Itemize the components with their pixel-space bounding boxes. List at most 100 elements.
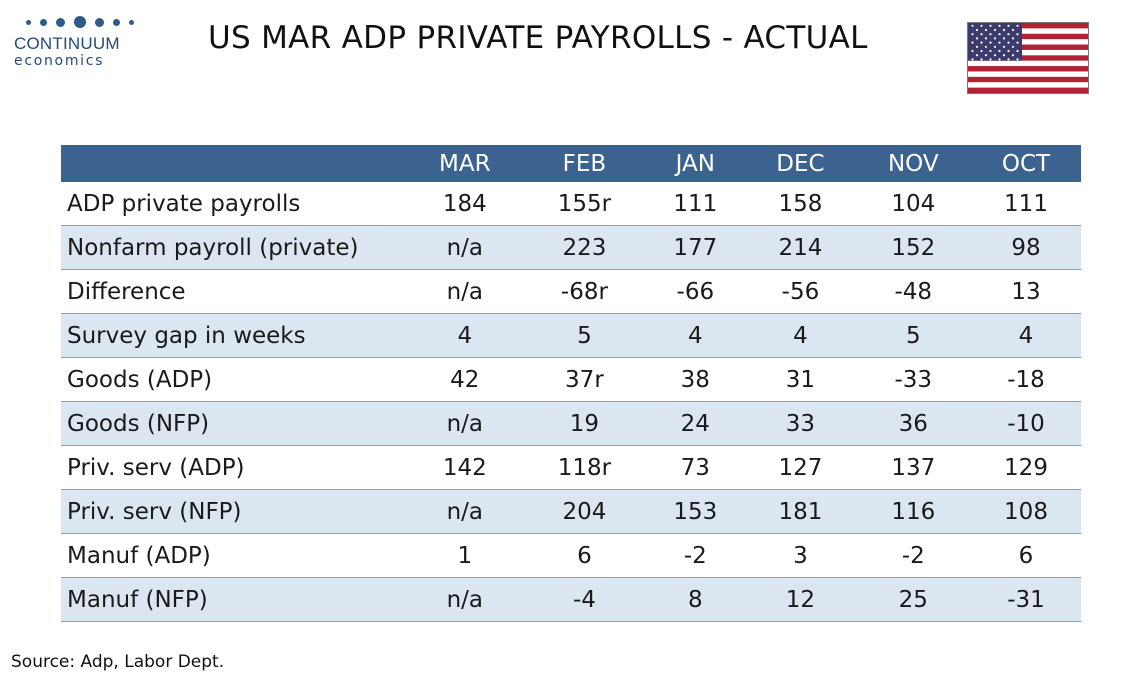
flag-stripe <box>968 76 1088 83</box>
logo-dot <box>113 18 120 26</box>
table-row: Goods (NFP) n/a 19 24 33 36 -10 <box>61 401 1081 446</box>
table-cell: 38 <box>645 357 746 402</box>
flag-star <box>980 58 983 61</box>
table-cell: 24 <box>645 401 746 446</box>
table-cell: -2 <box>645 533 746 578</box>
flag-star <box>1016 41 1019 44</box>
table-cell: -2 <box>855 533 971 578</box>
table-row: Priv. serv (NFP) n/a 204 153 181 116 108 <box>61 489 1081 534</box>
flag-stripe <box>968 28 1088 34</box>
flag-star <box>1016 24 1019 27</box>
table-cell: 223 <box>523 225 646 270</box>
flag-stripe <box>968 71 1088 78</box>
table-cell: 116 <box>855 489 971 534</box>
flag-stripe <box>968 66 1088 72</box>
table-cell: 25 <box>855 577 971 622</box>
table-cell: 8 <box>645 577 746 622</box>
logo-dots <box>26 14 144 30</box>
row-label: Survey gap in weeks <box>61 313 406 358</box>
row-label: Priv. serv (NFP) <box>61 489 406 534</box>
table-cell: 214 <box>745 225 856 270</box>
table-cell: 1 <box>406 533 524 578</box>
table-cell: 33 <box>745 401 856 446</box>
table-cell: 3 <box>745 533 856 578</box>
table-cell: 204 <box>523 489 646 534</box>
flag-star <box>1007 24 1010 27</box>
table-row: Manuf (ADP) 1 6 -2 3 -2 6 <box>61 533 1081 578</box>
flag-star <box>998 41 1001 44</box>
flag-star <box>1011 45 1015 48</box>
flag-star <box>1002 37 1006 40</box>
column-header-oct: OCT <box>971 145 1081 182</box>
table-cell: 42 <box>406 357 524 402</box>
flag-stripe <box>968 39 1088 45</box>
table-cell: 31 <box>745 357 856 402</box>
flag-star <box>971 24 974 27</box>
flag-stripe <box>968 44 1088 51</box>
table-cell: 137 <box>855 445 971 490</box>
logo-dot <box>40 18 47 26</box>
payroll-table: MAR FEB JAN DEC NOV OCT ADP private payrolls 1… <box>61 145 1081 622</box>
table-row: Priv. serv (ADP) 142 118r 73 127 137 129 <box>61 445 1081 490</box>
flag-star <box>1007 41 1010 44</box>
flag-stripe <box>968 82 1088 88</box>
flag-stripe <box>968 87 1088 93</box>
table-cell: 6 <box>523 533 646 578</box>
table-cell: -48 <box>855 269 971 314</box>
table-cell: 4 <box>971 313 1081 358</box>
table-cell: 73 <box>645 445 746 490</box>
table-header-row: MAR FEB JAN DEC NOV OCT <box>61 145 1081 182</box>
brand-sub: economics <box>14 53 105 69</box>
row-label: Nonfarm payroll (private) <box>61 225 406 270</box>
table-cell: 153 <box>645 489 746 534</box>
table-cell: 13 <box>971 269 1081 314</box>
table-cell: n/a <box>406 577 524 622</box>
source-note: Source: Adp, Labor Dept. <box>11 652 225 672</box>
table-cell: 4 <box>406 313 524 358</box>
flag-star <box>989 58 992 61</box>
table-cell: 118r <box>523 445 646 490</box>
flag-star <box>1002 54 1006 57</box>
flag-star <box>980 33 983 36</box>
table-row: Survey gap in weeks 4 5 4 4 5 4 <box>61 313 1081 358</box>
flag-star <box>975 45 979 48</box>
flag-star <box>984 37 988 40</box>
table-cell: 181 <box>745 489 856 534</box>
flag-star <box>1016 33 1019 36</box>
flag-star <box>984 45 988 48</box>
table-cell: 152 <box>855 225 971 270</box>
flag-stripe <box>968 60 1088 67</box>
flag-star <box>1016 49 1019 53</box>
row-label: ADP private payrolls <box>61 182 406 226</box>
table-cell: 142 <box>406 445 524 490</box>
flag-star <box>1007 33 1010 36</box>
row-label: Manuf (NFP) <box>61 577 406 622</box>
column-header-nov: NOV <box>855 145 971 182</box>
flag-star <box>993 37 997 40</box>
table-cell: 158 <box>745 182 856 226</box>
table-cell: -10 <box>971 401 1081 446</box>
table-cell: 111 <box>971 182 1081 226</box>
flag-star <box>971 41 974 44</box>
flag-star <box>971 33 974 36</box>
flag-star <box>984 28 988 32</box>
flag-star <box>998 24 1001 27</box>
table-cell: 5 <box>855 313 971 358</box>
table-cell: 127 <box>745 445 856 490</box>
table-cell: 4 <box>745 313 856 358</box>
flag-star <box>993 28 997 32</box>
column-header-mar: MAR <box>406 145 524 182</box>
flag-star <box>998 33 1001 36</box>
flag-star <box>975 54 979 57</box>
logo-dot <box>74 16 86 28</box>
table-cell: -31 <box>971 577 1081 622</box>
table-row: Nonfarm payroll (private) n/a 223 177 214 152… <box>61 225 1081 270</box>
table-body: ADP private payrolls 184 155r 111 158 104 111 N… <box>61 182 1081 622</box>
row-label: Goods (ADP) <box>61 357 406 402</box>
table-cell: 98 <box>971 225 1081 270</box>
flag-star <box>971 58 974 61</box>
table-cell: n/a <box>406 489 524 534</box>
table-cell: 104 <box>855 182 971 226</box>
table-cell: 155r <box>523 182 646 226</box>
table-cell: -66 <box>645 269 746 314</box>
